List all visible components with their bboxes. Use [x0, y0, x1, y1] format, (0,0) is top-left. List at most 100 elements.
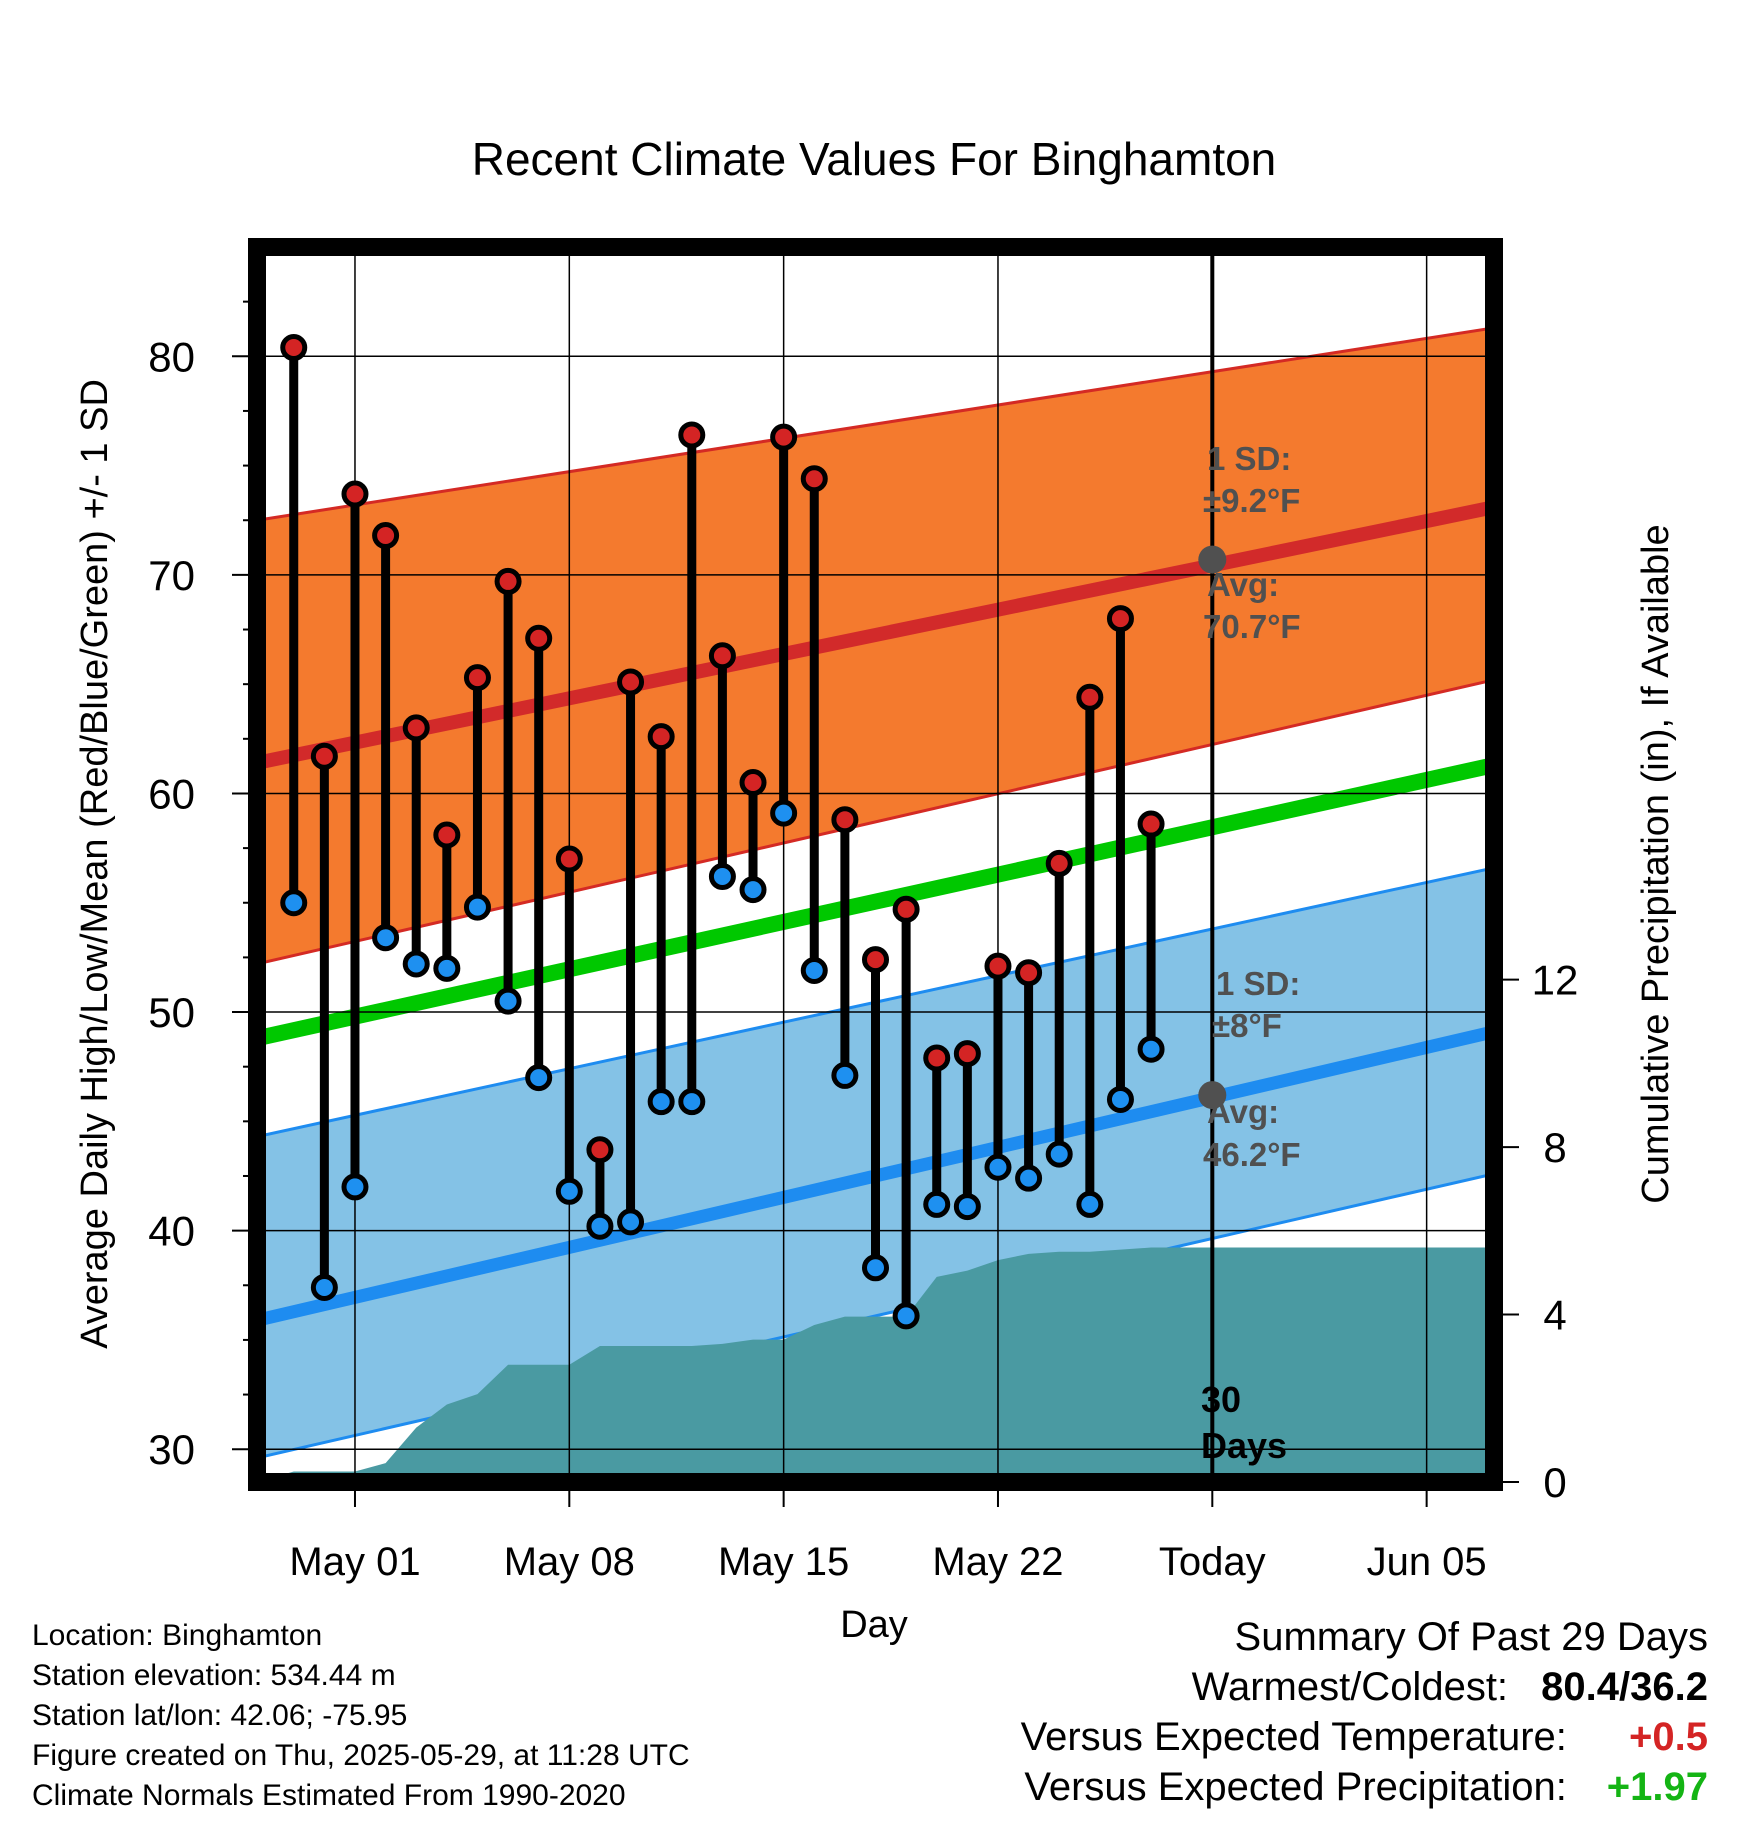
low-avg-value: 46.2°F	[1203, 1136, 1301, 1173]
latlon-text: Station lat/lon: 42.06; -75.95	[32, 1699, 408, 1732]
precip-area	[257, 1247, 1494, 1482]
high-point	[586, 1136, 614, 1164]
mean-avg-line	[257, 757, 1494, 1047]
station-info: Location: Binghamton Station elevation: …	[32, 1616, 690, 1816]
high-point	[310, 742, 338, 770]
high-point	[831, 806, 859, 834]
temp-value: +0.5	[1629, 1715, 1708, 1759]
high-point	[1045, 849, 1073, 877]
high-point	[1015, 959, 1043, 987]
high-avg-marker	[1198, 545, 1227, 574]
low-avg-label: Avg:	[1207, 1093, 1279, 1130]
high-point	[800, 465, 828, 493]
warmest-value: 80.4/36.2	[1541, 1665, 1708, 1709]
low-point	[770, 799, 798, 827]
y2-tick-label: 8	[1543, 1124, 1566, 1171]
low-point	[831, 1061, 859, 1089]
high-point	[463, 664, 491, 692]
high-point	[953, 1040, 981, 1068]
low-point	[586, 1212, 614, 1240]
chart-title: Recent Climate Values For Binghamton	[472, 133, 1277, 185]
days-number: 30	[1201, 1379, 1241, 1420]
x-tick-label: May 01	[289, 1540, 420, 1584]
days-word: Days	[1201, 1425, 1287, 1466]
high-sd-upper-edge	[257, 326, 1494, 522]
high-point	[525, 624, 553, 652]
y2-tick-label: 12	[1532, 957, 1579, 1004]
high-point	[678, 421, 706, 449]
y2-tick-label: 4	[1543, 1292, 1566, 1339]
high-point	[770, 423, 798, 451]
low-point	[953, 1193, 981, 1221]
high-point	[647, 723, 675, 751]
low-point	[402, 950, 430, 978]
y-tick-label: 30	[148, 1426, 195, 1473]
high-point	[1137, 810, 1165, 838]
high-point	[923, 1044, 951, 1072]
y-tick-label: 50	[148, 989, 195, 1036]
high-point	[555, 845, 583, 873]
warmest-row: Warmest/Coldest: 80.4/36.2	[1021, 1662, 1708, 1712]
temp-label: Versus Expected Temperature:	[1020, 1715, 1567, 1759]
low-point	[494, 987, 522, 1015]
y-tick-label: 80	[148, 333, 195, 380]
low-sd-label: 1 SD:	[1216, 965, 1300, 1002]
high-point	[1106, 605, 1134, 633]
low-avg-marker	[1198, 1081, 1227, 1110]
low-point	[1015, 1164, 1043, 1192]
y-tick-label: 60	[148, 770, 195, 817]
x-tick-label: May 08	[504, 1540, 635, 1584]
low-point	[984, 1153, 1012, 1181]
high-point	[372, 522, 400, 550]
low-point	[310, 1273, 338, 1301]
elevation-text: Station elevation: 534.44 m	[32, 1659, 396, 1692]
low-point	[1137, 1035, 1165, 1063]
low-point	[555, 1177, 583, 1205]
normals-text: Climate Normals Estimated From 1990-2020	[32, 1779, 626, 1812]
x-tick-label: Jun 05	[1367, 1540, 1487, 1584]
high-point	[862, 946, 889, 974]
y2-tick-label: 0	[1543, 1459, 1566, 1506]
x-axis-label: Day	[840, 1604, 908, 1646]
low-point	[739, 876, 767, 904]
high-avg-value: 70.7°F	[1203, 608, 1301, 645]
low-point	[1076, 1190, 1104, 1218]
high-point	[617, 668, 645, 696]
x-tick-label: May 15	[718, 1540, 849, 1584]
low-sd-value: ±8°F	[1212, 1007, 1282, 1044]
low-point	[678, 1088, 706, 1116]
high-point	[739, 769, 767, 797]
x-tick-label: May 22	[932, 1540, 1063, 1584]
y-axis-label: Average Daily High/Low/Mean (Red/Blue/Gr…	[74, 379, 116, 1349]
low-point	[862, 1254, 889, 1282]
high-point	[494, 567, 522, 595]
x-tick-label: Today	[1159, 1540, 1266, 1584]
high-point	[984, 952, 1012, 980]
low-point	[647, 1088, 675, 1116]
high-sd-band	[257, 327, 1494, 964]
precip-value: +1.97	[1606, 1765, 1708, 1809]
summary-heading: Summary Of Past 29 Days	[1234, 1615, 1708, 1659]
precip-row: Versus Expected Precipitation: +1.97	[1021, 1762, 1708, 1812]
location-text: Location: Binghamton	[32, 1619, 323, 1652]
high-point	[341, 480, 369, 508]
created-text: Figure created on Thu, 2025-05-29, at 11…	[32, 1739, 690, 1772]
high-avg-label: Avg:	[1207, 566, 1279, 603]
high-point	[708, 642, 736, 670]
high-point	[402, 714, 430, 742]
y-tick-label: 70	[148, 552, 195, 599]
low-point	[800, 957, 828, 985]
precip-label: Versus Expected Precipitation:	[1024, 1765, 1567, 1809]
high-point	[280, 334, 308, 362]
low-point	[1106, 1085, 1134, 1113]
low-point	[280, 889, 308, 917]
summary-panel: Summary Of Past 29 Days Warmest/Coldest:…	[1021, 1612, 1708, 1812]
low-point	[892, 1302, 920, 1330]
low-point	[617, 1208, 645, 1236]
high-point	[433, 821, 461, 849]
low-point	[463, 893, 491, 921]
temp-row: Versus Expected Temperature: +0.5	[1021, 1712, 1708, 1762]
high-point	[892, 895, 920, 923]
warmest-label: Warmest/Coldest:	[1191, 1665, 1509, 1709]
